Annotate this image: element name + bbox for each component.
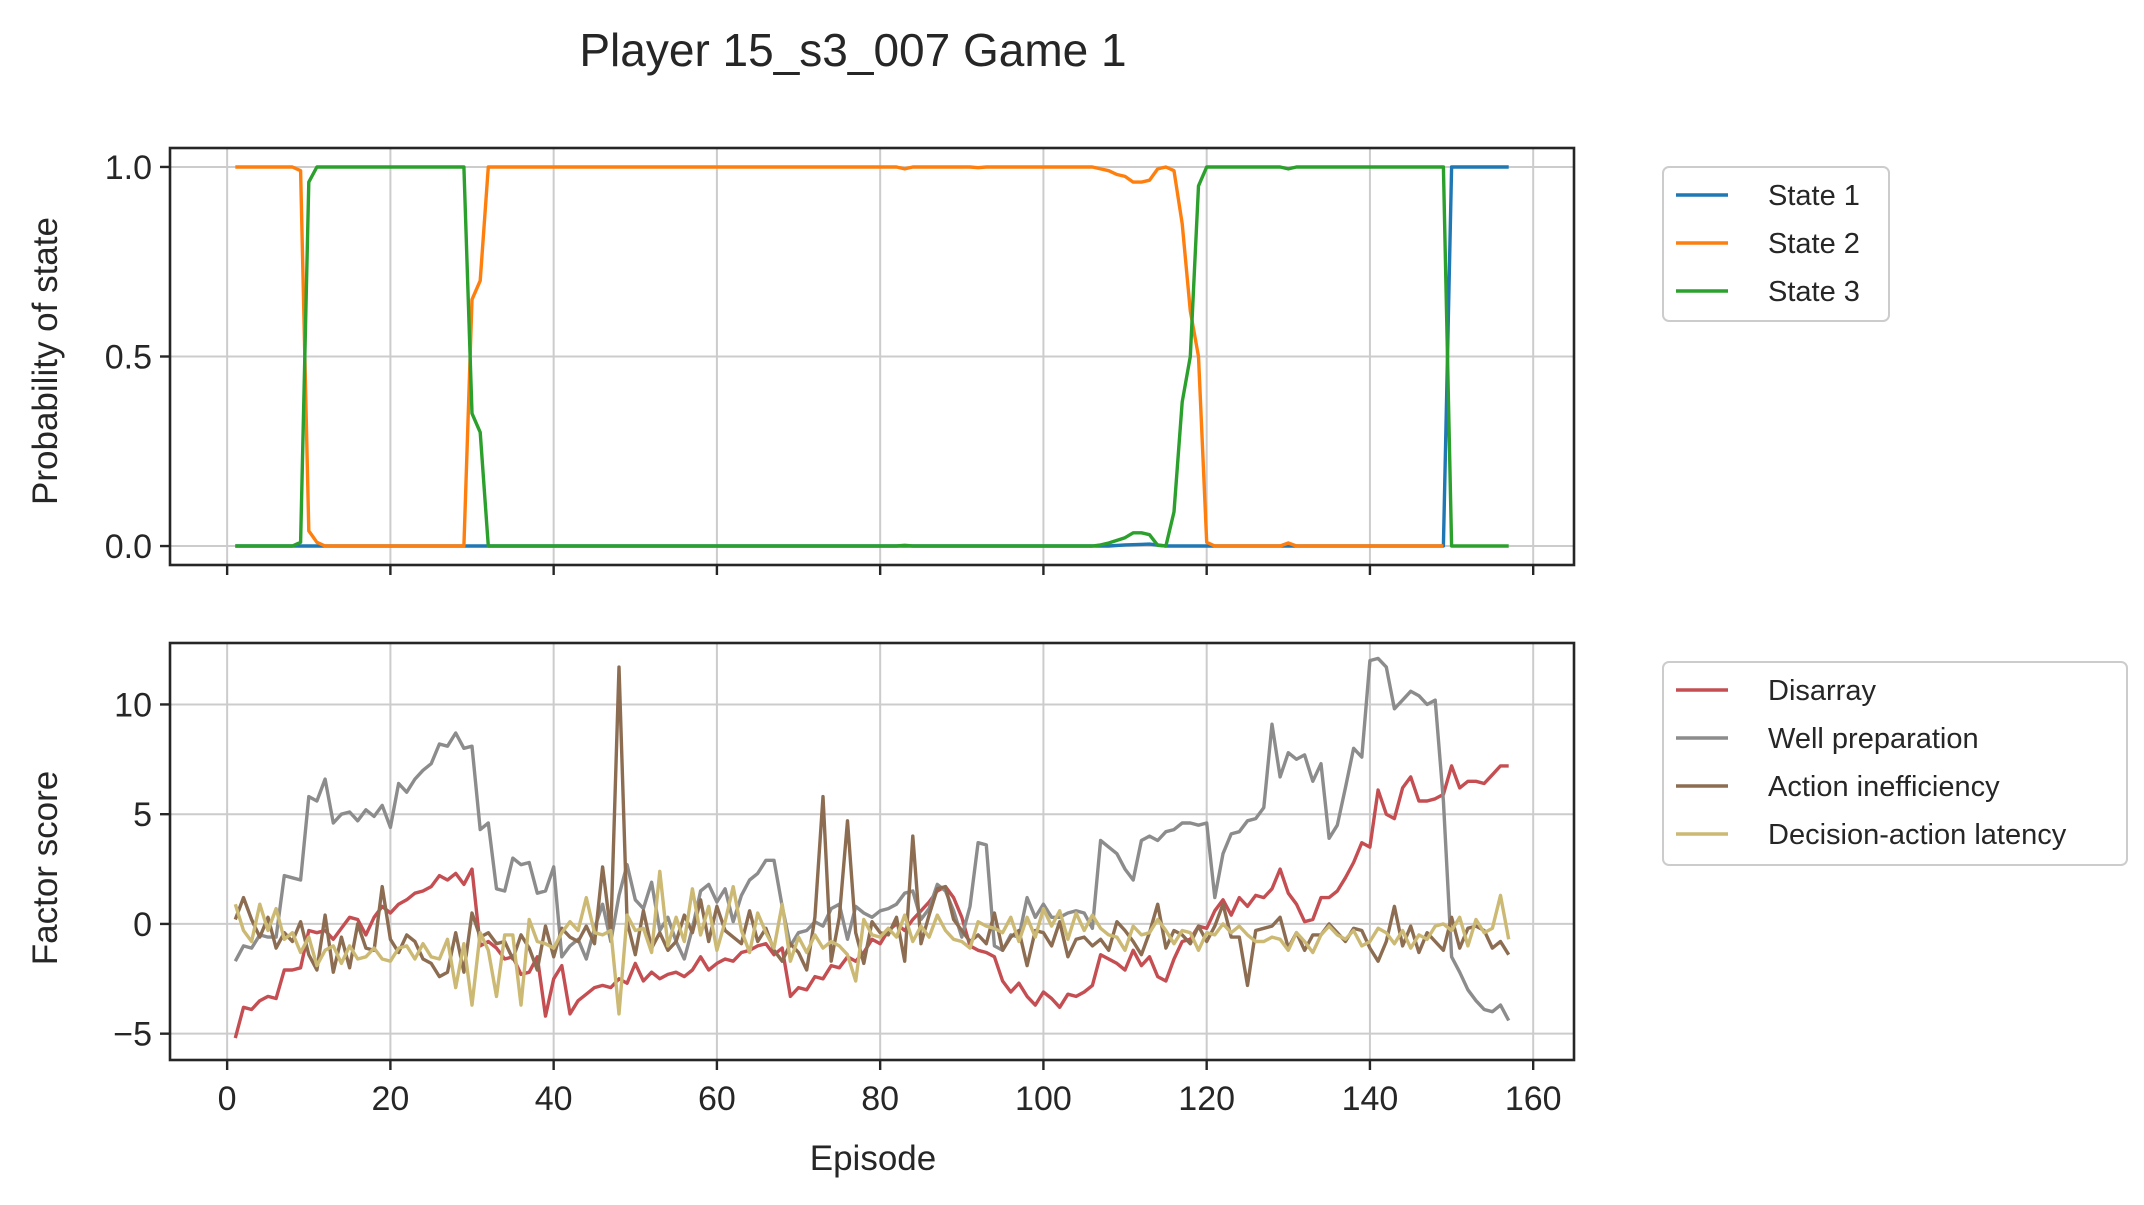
bottom-legend: Disarray Well preparation Action inefficie… — [1663, 662, 2127, 865]
y-tick-label: 10 — [114, 686, 152, 724]
x-axis-label: Episode — [810, 1139, 936, 1178]
y-tick-label: 0 — [133, 906, 152, 944]
x-tick-label: 140 — [1342, 1080, 1399, 1118]
x-tick-label: 60 — [698, 1080, 736, 1118]
bottom-y-axis-label: Factor score — [26, 771, 65, 966]
x-tick-label: 100 — [1015, 1080, 1072, 1118]
series-line-disarray — [235, 766, 1508, 1038]
x-tick-label: 40 — [535, 1080, 573, 1118]
top-panel: 0.0 0.5 1.0 — [105, 148, 1574, 575]
top-legend: State 1 State 2 State 3 — [1663, 167, 1889, 321]
legend-label-action-inefficiency: Action inefficiency — [1768, 771, 2000, 803]
x-tick-label: 80 — [861, 1080, 899, 1118]
top-y-axis-label: Probability of state — [26, 217, 65, 505]
legend-label-well-preparation: Well preparation — [1768, 723, 1979, 755]
x-tick-label: 20 — [371, 1080, 409, 1118]
y-tick-label: 1.0 — [105, 149, 152, 187]
x-tick-label: 0 — [218, 1080, 237, 1118]
legend-label-state-3: State 3 — [1768, 276, 1860, 308]
x-tick-label: 120 — [1178, 1080, 1235, 1118]
plot-frame — [170, 643, 1574, 1060]
legend-label-state-1: State 1 — [1768, 180, 1860, 212]
y-tick-label: 5 — [133, 796, 152, 834]
x-tick-label: 160 — [1505, 1080, 1562, 1118]
series-line-well-preparation — [235, 658, 1508, 1020]
y-tick-label: 0.5 — [105, 339, 152, 377]
y-tick-label: 0.0 — [105, 528, 152, 566]
figure-title: Player 15_s3_007 Game 1 — [579, 24, 1126, 76]
legend-label-disarray: Disarray — [1768, 675, 1876, 707]
series-line-decision-action-latency — [235, 871, 1508, 1014]
y-tick-label: −5 — [113, 1016, 152, 1054]
legend-label-state-2: State 2 — [1768, 228, 1860, 260]
legend-label-decision-action-latency: Decision-action latency — [1768, 819, 2067, 851]
